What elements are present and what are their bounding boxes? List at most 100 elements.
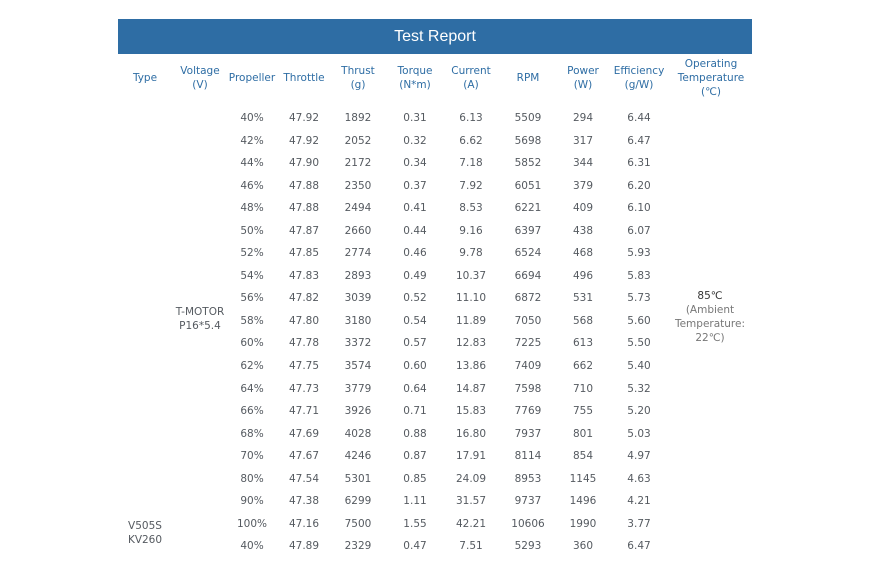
power-cell: 568	[572, 314, 594, 327]
power-cell: 409	[572, 202, 594, 215]
table-row: 42% 47.92 2052 0.32 6.62 5698 317 6.47	[118, 130, 752, 153]
thrust-cell: 2329	[344, 540, 372, 553]
current-cell: 9.16	[459, 224, 483, 237]
throttle-cell: 56%	[240, 292, 264, 305]
torque-cell: 0.85	[403, 472, 427, 485]
current-cell: 7.51	[459, 540, 483, 553]
voltage-cell: 47.92	[288, 134, 320, 147]
header-throttle: Throttle	[283, 72, 325, 84]
torque-cell: 1.11	[403, 495, 427, 508]
rpm-cell: 7050	[514, 314, 542, 327]
throttle-cell: 58%	[240, 314, 264, 327]
power-cell: 710	[572, 382, 594, 395]
throttle-cell: 42%	[240, 134, 264, 147]
efficiency-cell: 5.93	[627, 247, 651, 260]
torque-cell: 0.52	[403, 292, 427, 305]
efficiency-cell: 6.47	[627, 540, 651, 553]
power-cell: 1990	[569, 517, 597, 530]
current-cell: 11.89	[455, 314, 487, 327]
table-row: 80% 47.54 5301 0.85 24.09 8953 1145 4.63	[118, 468, 752, 491]
efficiency-cell: 4.63	[627, 472, 651, 485]
table-row: 62% 47.75 3574 0.60 13.86 7409 662 5.40	[118, 355, 752, 378]
table-row: 40% 47.92 1892 0.31 6.13 5509 294 6.44	[118, 107, 752, 130]
thrust-cell: 2350	[344, 179, 372, 192]
throttle-cell: 64%	[240, 382, 264, 395]
torque-cell: 0.44	[403, 224, 427, 237]
throttle-cell: 60%	[240, 337, 264, 350]
header-rpm: RPM	[516, 72, 540, 84]
power-cell: 531	[572, 292, 594, 305]
thrust-cell: 3926	[344, 405, 372, 418]
current-cell: 15.83	[455, 405, 487, 418]
table-row: 60% 47.78 3372 0.57 12.83 7225 613 5.50	[118, 332, 752, 355]
thrust-cell: 5301	[344, 472, 372, 485]
thrust-cell: 4246	[344, 450, 372, 463]
efficiency-cell: 5.03	[627, 427, 651, 440]
throttle-cell: 52%	[240, 247, 264, 260]
torque-cell: 0.37	[403, 179, 427, 192]
voltage-cell: 47.38	[288, 495, 320, 508]
voltage-cell: 47.16	[288, 517, 320, 530]
current-cell: 31.57	[455, 495, 487, 508]
rpm-cell: 10606	[511, 517, 545, 530]
efficiency-cell: 5.60	[627, 314, 651, 327]
torque-cell: 0.49	[403, 269, 427, 282]
efficiency-cell: 6.07	[627, 224, 651, 237]
thrust-cell: 2172	[344, 157, 372, 170]
header-current: Current (A)	[451, 65, 491, 91]
rpm-cell: 7598	[514, 382, 542, 395]
header-propeller: Propeller	[228, 72, 276, 84]
rpm-cell: 6694	[514, 269, 542, 282]
voltage-cell: 47.78	[288, 337, 320, 350]
current-cell: 11.10	[455, 292, 487, 305]
torque-cell: 0.41	[403, 202, 427, 215]
voltage-cell: 47.71	[288, 405, 320, 418]
power-cell: 379	[572, 179, 594, 192]
header-voltage: Voltage (V)	[180, 65, 220, 91]
rpm-cell: 5509	[514, 112, 542, 124]
table-row: 52% 47.85 2774 0.46 9.78 6524 468 5.93	[118, 242, 752, 265]
throttle-cell: 48%	[240, 202, 264, 215]
power-cell: 1145	[569, 472, 597, 485]
thrust-cell: 3180	[344, 314, 372, 327]
throttle-cell: 44%	[240, 157, 264, 170]
torque-cell: 0.60	[403, 360, 427, 373]
throttle-cell: 40%	[240, 540, 264, 553]
current-cell: 24.09	[455, 472, 487, 485]
current-cell: 6.13	[459, 112, 483, 124]
voltage-cell: 47.73	[288, 382, 320, 395]
rpm-cell: 6872	[514, 292, 542, 305]
current-cell: 12.83	[455, 337, 487, 350]
table-row: 90% 47.38 6299 1.11 31.57 9737 1496 4.21	[118, 490, 752, 513]
torque-cell: 0.71	[403, 405, 427, 418]
current-cell: 17.91	[455, 450, 487, 463]
current-cell: 16.80	[455, 427, 487, 440]
rpm-cell: 7769	[514, 405, 542, 418]
current-cell: 8.53	[459, 202, 483, 215]
efficiency-cell: 5.83	[627, 269, 651, 282]
power-cell: 1496	[569, 495, 597, 508]
efficiency-cell: 6.31	[627, 157, 651, 170]
temperature-value: 85℃	[697, 290, 723, 302]
table-row: 70% 47.67 4246 0.87 17.91 8114 854 4.97	[118, 445, 752, 468]
temperature-cell: 85℃ (Ambient Temperature: 22℃)	[670, 289, 750, 345]
efficiency-cell: 5.32	[627, 382, 651, 395]
thrust-cell: 3574	[344, 360, 372, 373]
power-cell: 468	[572, 247, 594, 260]
ambient-temperature: (Ambient Temperature: 22℃)	[674, 304, 746, 344]
efficiency-cell: 5.73	[627, 292, 651, 305]
table-row: 66% 47.71 3926 0.71 15.83 7769 755 5.20	[118, 400, 752, 423]
voltage-cell: 47.82	[288, 292, 320, 305]
type-label: V505S KV260	[127, 520, 163, 546]
power-cell: 360	[572, 540, 594, 553]
table-row: 58% 47.80 3180 0.54 11.89 7050 568 5.60	[118, 310, 752, 333]
power-cell: 755	[572, 405, 594, 418]
voltage-cell: 47.83	[288, 269, 320, 282]
power-cell: 613	[572, 337, 594, 350]
power-cell: 317	[572, 134, 594, 147]
torque-cell: 0.88	[403, 427, 427, 440]
voltage-cell: 47.90	[288, 157, 320, 170]
test-report: Test Report Type Voltage (V) Propeller T…	[118, 19, 752, 552]
current-cell: 14.87	[455, 382, 487, 395]
voltage-cell: 47.85	[288, 247, 320, 260]
